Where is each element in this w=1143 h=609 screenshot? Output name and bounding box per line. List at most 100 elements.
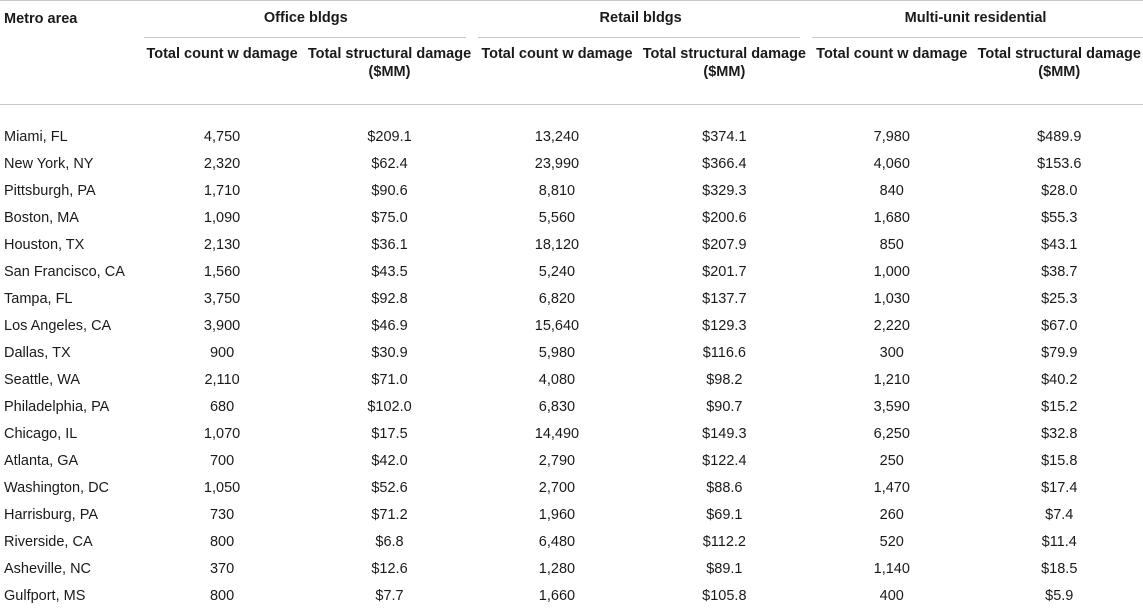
metro-cell: Gulfport, MS [4, 587, 86, 604]
table-row: Atlanta, GA 700 $42.0 2,790 $122.4 250 $15.8 [0, 447, 1143, 474]
residential-count-cell: 3,590 [873, 398, 910, 415]
metro-cell: Atlanta, GA [4, 452, 79, 469]
retail-damage-cell: $90.7 [706, 398, 743, 415]
residential-damage-cell: $15.8 [1041, 452, 1078, 469]
table-row: Harrisburg, PA 730 $71.2 1,960 $69.1 260 $7.4 [0, 501, 1143, 528]
office-damage-cell: $52.6 [371, 479, 408, 496]
residential-damage-cell: $153.6 [1037, 155, 1082, 172]
retail-count-cell: 14,490 [534, 425, 580, 442]
retail-damage-cell: $116.6 [702, 344, 746, 361]
residential-count-cell: 260 [879, 506, 904, 523]
group-underline-retail [478, 37, 800, 38]
metro-cell: Pittsburgh, PA [4, 182, 96, 199]
retail-count-cell: 1,960 [538, 506, 576, 523]
residential-damage-cell: $38.7 [1041, 263, 1078, 280]
group-label-office: Office bldgs [263, 10, 348, 26]
residential-count-cell: 1,140 [873, 560, 910, 577]
retail-count-cell: 5,560 [538, 209, 576, 226]
metro-cell: New York, NY [4, 155, 94, 172]
office-count-cell: 700 [209, 452, 235, 469]
office-count-cell: 1,560 [203, 263, 241, 280]
table-body: Miami, FL 4,750 $209.1 13,240 $374.1 7,980 $48… [0, 113, 1143, 609]
residential-damage-cell: $25.3 [1041, 290, 1078, 307]
retail-damage-cell: $374.1 [702, 128, 747, 145]
retail-count-cell: 18,120 [534, 236, 580, 253]
office-damage-cell: $92.8 [371, 290, 408, 307]
residential-damage-cell: $15.2 [1041, 398, 1078, 415]
residential-count-cell: 1,680 [873, 209, 910, 226]
top-rule [0, 0, 1143, 1]
residential-count-cell: 520 [879, 533, 904, 550]
table-row: San Francisco, CA 1,560 $43.5 5,240 $201.7 1,… [0, 258, 1143, 285]
table-row: Boston, MA 1,090 $75.0 5,560 $200.6 1,680 $55.… [0, 204, 1143, 231]
residential-count-cell: 1,030 [873, 290, 910, 307]
retail-damage-cell: $366.4 [702, 155, 747, 172]
retail-count-cell: 1,280 [538, 560, 576, 577]
office-damage-cell: $17.5 [371, 425, 408, 442]
retail-damage-cell: $149.3 [702, 425, 747, 442]
residential-count-cell: 1,470 [873, 479, 910, 496]
retail-count-cell: 13,240 [534, 128, 580, 145]
office-count-cell: 800 [209, 533, 235, 550]
retail-damage-cell: $129.3 [702, 317, 747, 334]
office-damage-cell: $90.6 [371, 182, 408, 199]
office-damage-cell: $42.0 [371, 452, 408, 469]
group-underline-office [144, 37, 466, 38]
table-row: Los Angeles, CA 3,900 $46.9 15,640 $129.3 2,2… [0, 312, 1143, 339]
office-damage-cell: $12.6 [371, 560, 408, 577]
metro-cell: Asheville, NC [4, 560, 92, 577]
residential-count-cell: 850 [879, 236, 904, 253]
office-count-cell: 1,710 [203, 182, 241, 199]
metro-cell: Washington, DC [4, 479, 110, 496]
table-row: New York, NY 2,320 $62.4 23,990 $366.4 4,060 $… [0, 150, 1143, 177]
table-row: Washington, DC 1,050 $52.6 2,700 $88.6 1,470 $… [0, 474, 1143, 501]
residential-damage-cell: $489.9 [1037, 128, 1082, 145]
residential-count-cell: 400 [879, 587, 904, 604]
retail-count-cell: 5,240 [538, 263, 576, 280]
residential-count-cell: 4,060 [873, 155, 910, 172]
metro-cell: Tampa, FL [4, 290, 73, 307]
residential-damage-cell: $55.3 [1041, 209, 1078, 226]
office-count-cell: 2,320 [203, 155, 241, 172]
residential-count-header: Total count w damage [816, 46, 968, 62]
office-count-cell: 680 [209, 398, 235, 415]
residential-count-cell: 1,210 [873, 371, 910, 388]
metro-cell: San Francisco, CA [4, 263, 125, 280]
retail-damage-cell: $201.7 [702, 263, 747, 280]
residential-count-cell: 2,220 [873, 317, 910, 334]
residential-count-cell: 300 [879, 344, 904, 361]
group-label-residential: Multi-unit residential [904, 10, 1047, 26]
retail-damage-cell: $200.6 [702, 209, 747, 226]
residential-damage-header: Total structural damage ($MM) [977, 46, 1141, 80]
residential-damage-cell: $43.1 [1041, 236, 1078, 253]
table-row: Pittsburgh, PA 1,710 $90.6 8,810 $329.3 840 $2… [0, 177, 1143, 204]
table-row: Chicago, IL 1,070 $17.5 14,490 $149.3 6,250 $3… [0, 420, 1143, 447]
retail-damage-cell: $112.2 [702, 533, 746, 550]
retail-damage-cell: $105.8 [702, 587, 747, 604]
table-header: Metro area Office bldgs Retail bldgs Mul… [0, 0, 1143, 113]
metro-cell: Los Angeles, CA [4, 317, 112, 334]
office-damage-cell: $209.1 [367, 128, 412, 145]
office-damage-cell: $62.4 [371, 155, 408, 172]
retail-damage-cell: $88.6 [706, 479, 743, 496]
metro-cell: Dallas, TX [4, 344, 71, 361]
table-row: Dallas, TX 900 $30.9 5,980 $116.6 300 $79.9 [0, 339, 1143, 366]
residential-damage-cell: $67.0 [1041, 317, 1078, 334]
metro-cell: Chicago, IL [4, 425, 78, 442]
office-damage-cell: $71.0 [371, 371, 408, 388]
retail-count-cell: 2,790 [538, 452, 576, 469]
office-count-cell: 2,130 [203, 236, 241, 253]
office-damage-cell: $43.5 [371, 263, 408, 280]
office-damage-cell: $102.0 [367, 398, 412, 415]
table-row: Houston, TX 2,130 $36.1 18,120 $207.9 850 $43.… [0, 231, 1143, 258]
office-count-cell: 1,050 [203, 479, 241, 496]
office-count-cell: 370 [209, 560, 235, 577]
metro-cell: Philadelphia, PA [4, 398, 110, 415]
metro-cell: Seattle, WA [4, 371, 81, 388]
residential-count-cell: 840 [879, 182, 904, 199]
office-damage-cell: $6.8 [375, 533, 404, 550]
retail-count-cell: 23,990 [534, 155, 580, 172]
table-row: Seattle, WA 2,110 $71.0 4,080 $98.2 1,210 $40.… [0, 366, 1143, 393]
office-count-cell: 1,090 [203, 209, 241, 226]
